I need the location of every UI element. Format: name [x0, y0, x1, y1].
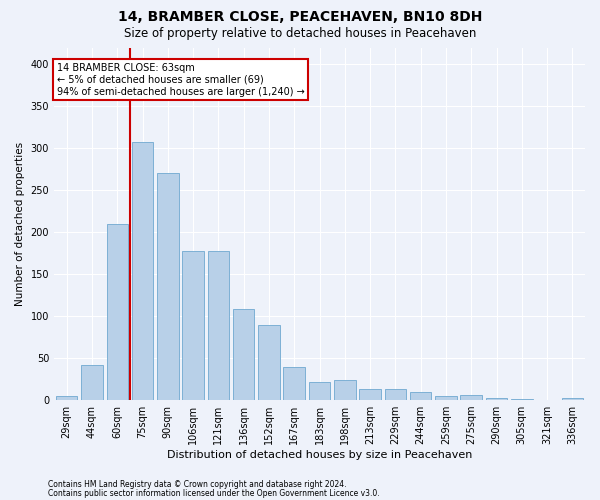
Bar [486, 398, 507, 400]
Text: Contains HM Land Registry data © Crown copyright and database right 2024.: Contains HM Land Registry data © Crown c… [48, 480, 347, 489]
Text: Size of property relative to detached houses in Peacehaven: Size of property relative to detached ho… [124, 28, 476, 40]
Bar [132, 142, 153, 400]
Bar [56, 396, 77, 400]
Bar [562, 398, 583, 400]
Bar [309, 382, 330, 400]
Bar [385, 389, 406, 400]
Bar [283, 368, 305, 400]
Bar [334, 380, 356, 400]
Bar [410, 392, 431, 400]
Bar [460, 395, 482, 400]
Bar [435, 396, 457, 400]
Bar [81, 365, 103, 400]
Text: 14, BRAMBER CLOSE, PEACEHAVEN, BN10 8DH: 14, BRAMBER CLOSE, PEACEHAVEN, BN10 8DH [118, 10, 482, 24]
Bar [182, 252, 204, 400]
Bar [511, 399, 533, 400]
Bar [157, 174, 179, 400]
Bar [107, 224, 128, 400]
Bar [233, 310, 254, 400]
Bar [359, 389, 381, 400]
Bar [208, 252, 229, 400]
X-axis label: Distribution of detached houses by size in Peacehaven: Distribution of detached houses by size … [167, 450, 472, 460]
Text: 14 BRAMBER CLOSE: 63sqm
← 5% of detached houses are smaller (69)
94% of semi-det: 14 BRAMBER CLOSE: 63sqm ← 5% of detached… [56, 64, 304, 96]
Y-axis label: Number of detached properties: Number of detached properties [15, 142, 25, 306]
Bar [258, 324, 280, 400]
Text: Contains public sector information licensed under the Open Government Licence v3: Contains public sector information licen… [48, 488, 380, 498]
